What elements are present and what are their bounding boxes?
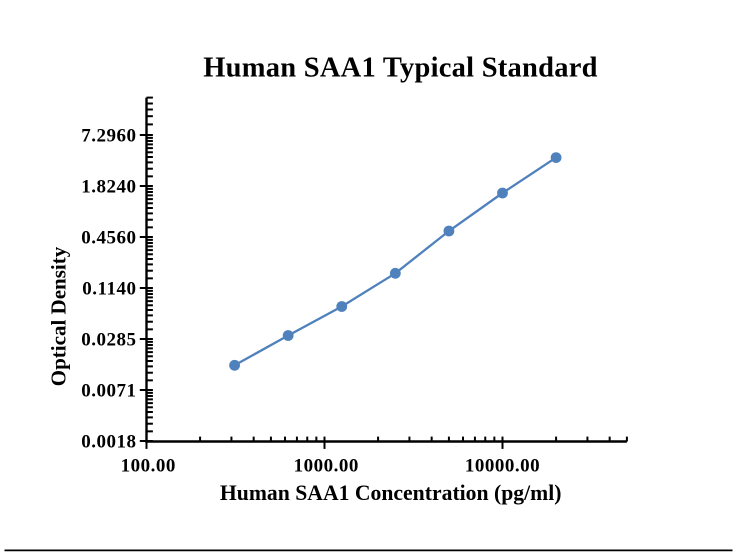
svg-text:Human SAA1 Concentration (pg/m: Human SAA1 Concentration (pg/ml)	[220, 481, 562, 505]
svg-text:0.0071: 0.0071	[81, 381, 136, 402]
svg-text:1.8240: 1.8240	[81, 177, 136, 198]
svg-text:7.2960: 7.2960	[81, 126, 136, 147]
svg-text:0.1140: 0.1140	[82, 279, 136, 300]
svg-text:Human SAA1 Typical Standard: Human SAA1 Typical Standard	[203, 52, 598, 83]
svg-text:0.4560: 0.4560	[81, 228, 136, 249]
svg-text:Optical Density: Optical Density	[47, 246, 71, 386]
svg-text:1000.00: 1000.00	[294, 455, 359, 476]
svg-text:0.0018: 0.0018	[81, 432, 136, 453]
svg-text:0.0285: 0.0285	[81, 330, 136, 351]
svg-text:100.00: 100.00	[121, 455, 176, 476]
svg-text:10000.00: 10000.00	[465, 455, 540, 476]
